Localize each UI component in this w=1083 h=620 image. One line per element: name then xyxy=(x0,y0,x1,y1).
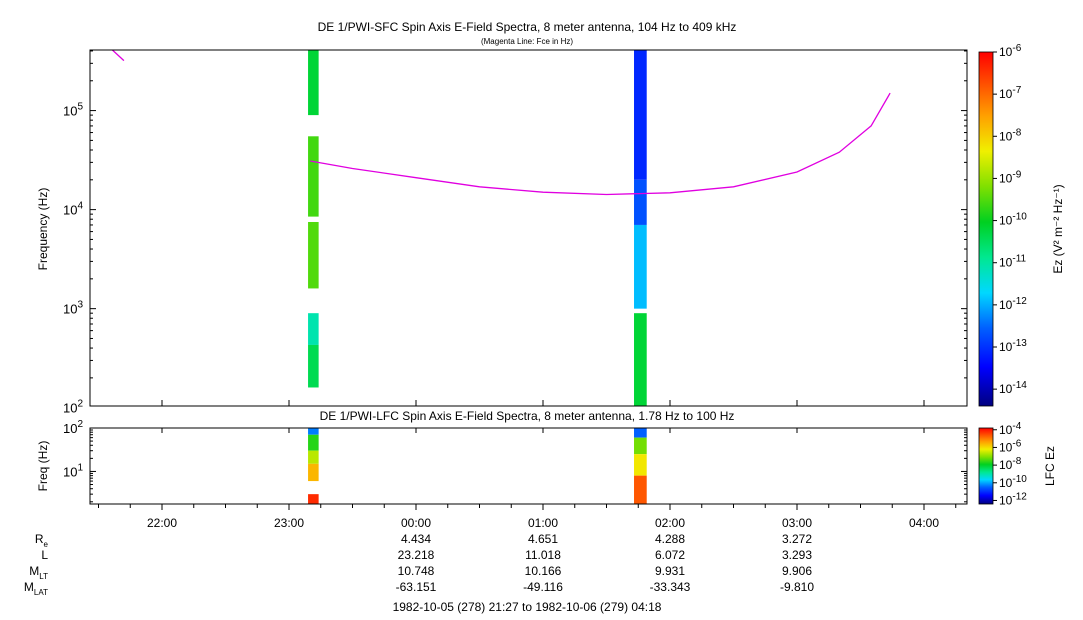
colorbar-tick-label: 10-8 xyxy=(999,127,1022,143)
ephemeris-row-label: L xyxy=(41,548,48,562)
colorbar-tick-label: 10-4 xyxy=(999,421,1022,437)
sfc-colorbar-label: Ez (V² m⁻² Hz⁻¹) xyxy=(1051,184,1065,273)
colorbar-tick-label: 10-12 xyxy=(999,296,1027,312)
ephemeris-value: 4.288 xyxy=(655,532,685,546)
y-tick-label: 101 xyxy=(63,462,83,479)
lfc-plot-frame xyxy=(89,427,968,505)
lfc-spectrum-block xyxy=(308,494,319,504)
lfc-spectrum-block xyxy=(634,454,647,476)
sfc-plot-frame xyxy=(89,49,968,407)
lfc-spectrogram xyxy=(308,428,647,504)
ephemeris-row-label: Re xyxy=(35,532,49,549)
ephemeris-value: 11.018 xyxy=(525,548,561,562)
lfc-spectrum-block xyxy=(634,437,647,455)
time-range-footer: 1982-10-05 (278) 21:27 to 1982-10-06 (27… xyxy=(393,600,662,614)
sfc-spectrum-block xyxy=(634,179,647,225)
fce-line xyxy=(111,50,125,62)
y-tick-label: 102 xyxy=(63,419,83,436)
lfc-colorbar xyxy=(978,427,994,505)
ephemeris-row-label: MLT xyxy=(29,564,48,581)
colorbar-tick-label: 10-8 xyxy=(999,456,1022,472)
colorbar-tick-label: 10-10 xyxy=(999,474,1027,490)
x-tick-label: 23:00 xyxy=(274,516,304,530)
sfc-spectrum-block xyxy=(308,136,319,217)
y-tick-label: 103 xyxy=(63,300,83,317)
ephemeris-value: 6.072 xyxy=(655,548,685,562)
colorbar-tick-label: 10-12 xyxy=(999,491,1027,507)
fce-line xyxy=(310,92,891,196)
sfc-spectrum-block xyxy=(308,221,319,289)
ephemeris-value: 4.651 xyxy=(528,532,558,546)
x-tick-label: 04:00 xyxy=(909,516,939,530)
colorbar-tick-label: 10-6 xyxy=(999,438,1022,454)
sfc-title: DE 1/PWI-SFC Spin Axis E-Field Spectra, … xyxy=(318,20,737,34)
ephemeris-value: -9.810 xyxy=(780,580,814,594)
sfc-spectrum-block xyxy=(634,224,647,309)
colorbar-tick-label: 10-11 xyxy=(999,254,1027,270)
y-tick-label: 102 xyxy=(63,399,83,416)
ephemeris-value: 23.218 xyxy=(398,548,435,562)
sfc-colorbar-ticks: 10-6 10-7 10-8 10-9 10-10 10-11 10-12 10-13 10-1… xyxy=(993,43,1027,396)
x-tick-label: 00:00 xyxy=(401,516,431,530)
lfc-y-axis-label: Freq (Hz) xyxy=(36,441,50,492)
sfc-y-axis: 102 103 104 105 xyxy=(63,50,967,416)
sfc-spectrum-block xyxy=(634,313,647,406)
sfc-subtitle: (Magenta Line: Fce in Hz) xyxy=(481,37,573,46)
ephemeris-value: -49.116 xyxy=(523,580,563,594)
x-tick-label: 22:00 xyxy=(147,516,177,530)
y-tick-label: 104 xyxy=(63,201,83,218)
ephemeris-value: -33.343 xyxy=(650,580,691,594)
lfc-spectrum-block xyxy=(308,463,319,482)
lfc-spectrum-block xyxy=(308,450,319,464)
sfc-y-axis-label: Frequency (Hz) xyxy=(36,188,50,271)
lfc-spectrum-block xyxy=(634,475,647,504)
sfc-spectrum-block xyxy=(308,313,319,345)
lfc-y-axis: 101 102 xyxy=(63,419,967,503)
ephemeris-value: 9.906 xyxy=(782,564,812,578)
colorbar-tick-label: 10-14 xyxy=(999,380,1027,396)
ephemeris-row-label: MLAT xyxy=(24,580,48,597)
sfc-spectrum-block xyxy=(308,344,319,388)
ephemeris-value: 3.272 xyxy=(782,532,812,546)
sfc-spectrogram xyxy=(111,50,891,406)
colorbar-tick-label: 10-13 xyxy=(999,338,1027,354)
lfc-spectrum-block xyxy=(308,434,319,451)
ephemeris-value: 9.931 xyxy=(655,564,685,578)
colorbar-tick-label: 10-7 xyxy=(999,85,1022,101)
time-axis: 22:00 23:00 00:00 01:00 02:00 03:00 04:00 xyxy=(98,400,957,530)
ephemeris-value: 3.293 xyxy=(782,548,812,562)
x-tick-label: 03:00 xyxy=(782,516,812,530)
y-tick-label: 105 xyxy=(63,102,83,119)
sfc-colorbar xyxy=(978,51,994,407)
sfc-spectrum-block xyxy=(308,50,319,116)
x-tick-label: 01:00 xyxy=(528,516,558,530)
ephemeris-value: 4.434 xyxy=(401,532,431,546)
colorbar-tick-label: 10-10 xyxy=(999,212,1027,228)
ephemeris-value: 10.166 xyxy=(525,564,562,578)
lfc-title: DE 1/PWI-LFC Spin Axis E-Field Spectra, … xyxy=(320,409,735,423)
colorbar-tick-label: 10-6 xyxy=(999,43,1022,59)
ephemeris-value: 10.748 xyxy=(398,564,435,578)
colorbar-tick-label: 10-9 xyxy=(999,169,1022,185)
ephemeris-value: -63.151 xyxy=(396,580,437,594)
lfc-spectrum-block xyxy=(634,428,647,438)
sfc-spectrum-block xyxy=(634,50,647,180)
lfc-colorbar-label: LFC Ez xyxy=(1043,446,1057,486)
lfc-spectrum-block xyxy=(308,428,319,435)
x-tick-label: 02:00 xyxy=(655,516,685,530)
